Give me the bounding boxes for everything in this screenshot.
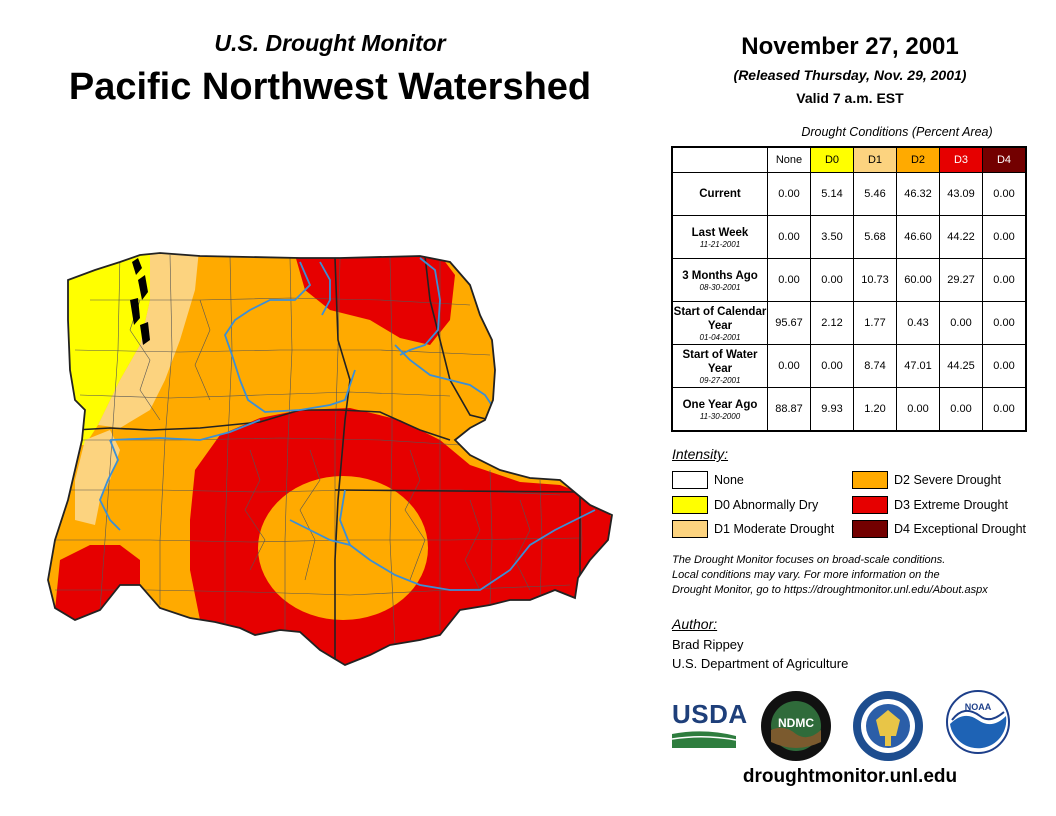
table-row: One Year Ago 11-30-2000 88.87 9.93 1.20 0… xyxy=(671,387,1027,432)
legend-swatch xyxy=(852,496,888,514)
table-cell: 46.32 xyxy=(896,172,940,216)
map-date: November 27, 2001 xyxy=(741,33,959,60)
state-boundaries xyxy=(74,255,581,665)
table-cell: 0.00 xyxy=(810,344,854,388)
col-header-d3: D3 xyxy=(939,146,983,173)
table-cell: 1.77 xyxy=(853,301,897,345)
ndmc-logo: NDMC xyxy=(761,691,831,761)
usda-logo: USDA xyxy=(672,699,748,729)
table-cell: 46.60 xyxy=(896,215,940,259)
table-cell: 0.00 xyxy=(982,387,1027,432)
col-header-none: None xyxy=(767,146,811,173)
row-label: Current xyxy=(671,172,768,216)
table-caption: Drought Conditions (Percent Area) xyxy=(801,125,993,139)
commerce-seal-icon xyxy=(853,691,923,761)
legend-swatch xyxy=(672,520,708,538)
legend-label: Intensity: xyxy=(672,446,729,462)
table-cell: 0.00 xyxy=(982,344,1027,388)
col-header-d4: D4 xyxy=(982,146,1027,173)
table-cell: 0.00 xyxy=(982,215,1027,259)
drought-stats-table: None D0 D1 D2 D3 D4 Current 0.00 5.14 5.… xyxy=(671,146,1027,432)
table-cell: 2.12 xyxy=(810,301,854,345)
table-cell: 95.67 xyxy=(767,301,811,345)
legend-swatch xyxy=(672,496,708,514)
table-cell: 5.14 xyxy=(810,172,854,216)
legend-swatch xyxy=(852,471,888,489)
table-row: Start of Calendar Year 01-04-2001 95.67 2… xyxy=(671,301,1027,345)
row-label: 3 Months Ago 08-30-2001 xyxy=(671,258,768,302)
table-cell: 0.00 xyxy=(767,344,811,388)
ndmc-logo-text: NDMC xyxy=(778,716,814,730)
map-subtitle: U.S. Drought Monitor xyxy=(214,30,446,56)
row-label: One Year Ago 11-30-2000 xyxy=(671,387,768,432)
col-header-d2: D2 xyxy=(896,146,940,173)
legend-item-none: None xyxy=(672,471,744,489)
table-cell: 0.00 xyxy=(767,215,811,259)
drought-map xyxy=(47,252,613,666)
disclaimer-note: The Drought Monitor focuses on broad-sca… xyxy=(672,554,988,596)
legend-item-d4: D4 Exceptional Drought xyxy=(852,520,1026,538)
table-cell: 0.00 xyxy=(939,301,983,345)
legend-item-d2: D2 Severe Drought xyxy=(852,471,1001,489)
noaa-logo: NOAA xyxy=(946,690,1010,754)
table-cell: 1.20 xyxy=(853,387,897,432)
col-header-d1: D1 xyxy=(853,146,897,173)
table-cell: 60.00 xyxy=(896,258,940,302)
table-cell: 3.50 xyxy=(810,215,854,259)
d1-area-coast xyxy=(75,430,120,525)
valid-time: Valid 7 a.m. EST xyxy=(796,90,904,106)
release-date: (Released Thursday, Nov. 29, 2001) xyxy=(733,67,967,83)
author-label: Author: xyxy=(672,616,718,632)
row-label: Last Week 11-21-2001 xyxy=(671,215,768,259)
table-row: Current 0.00 5.14 5.46 46.32 43.09 0.00 xyxy=(671,172,1027,216)
map-title: Pacific Northwest Watershed xyxy=(68,66,592,108)
table-header-row: None D0 D1 D2 D3 D4 xyxy=(672,146,1027,173)
table-cell: 8.74 xyxy=(853,344,897,388)
rivers xyxy=(99,257,596,591)
d3-area-southwest xyxy=(55,545,140,625)
table-cell: 10.73 xyxy=(853,258,897,302)
table-cell: 29.27 xyxy=(939,258,983,302)
legend-item-d3: D3 Extreme Drought xyxy=(852,496,1008,514)
legend-item-d1: D1 Moderate Drought xyxy=(672,520,834,538)
county-lines xyxy=(55,254,583,665)
author-name: Brad Rippey xyxy=(672,637,744,652)
table-cell: 0.00 xyxy=(810,258,854,302)
row-label: Start of Calendar Year 01-04-2001 xyxy=(671,301,768,345)
d2-area-oval xyxy=(258,476,428,620)
table-corner xyxy=(672,147,768,173)
table-cell: 9.93 xyxy=(810,387,854,432)
table-cell: 0.00 xyxy=(939,387,983,432)
col-header-d0: D0 xyxy=(810,146,854,173)
table-cell: 0.43 xyxy=(896,301,940,345)
website-url[interactable]: droughtmonitor.unl.edu xyxy=(742,766,958,787)
legend-swatch xyxy=(852,520,888,538)
table-row: 3 Months Ago 08-30-2001 0.00 0.00 10.73 6… xyxy=(671,258,1027,302)
table-cell: 0.00 xyxy=(982,301,1027,345)
table-cell: 44.22 xyxy=(939,215,983,259)
table-row: Last Week 11-21-2001 0.00 3.50 5.68 46.60… xyxy=(671,215,1027,259)
row-label: Start of Water Year 09-27-2001 xyxy=(671,344,768,388)
puget-sound-islands xyxy=(130,258,150,345)
table-cell: 0.00 xyxy=(982,258,1027,302)
table-cell: 0.00 xyxy=(896,387,940,432)
table-cell: 43.09 xyxy=(939,172,983,216)
table-cell: 0.00 xyxy=(982,172,1027,216)
table-cell: 0.00 xyxy=(767,258,811,302)
table-cell: 88.87 xyxy=(767,387,811,432)
table-cell: 47.01 xyxy=(896,344,940,388)
table-cell: 44.25 xyxy=(939,344,983,388)
legend-swatch xyxy=(672,471,708,489)
legend-item-d0: D0 Abnormally Dry xyxy=(672,496,818,514)
noaa-logo-text: NOAA xyxy=(965,702,992,712)
table-cell: 0.00 xyxy=(767,172,811,216)
table-cell: 5.46 xyxy=(853,172,897,216)
table-row: Start of Water Year 09-27-2001 0.00 0.00 … xyxy=(671,344,1027,388)
author-org: U.S. Department of Agriculture xyxy=(672,656,849,671)
usda-swoosh-icon xyxy=(672,731,736,748)
table-cell: 5.68 xyxy=(853,215,897,259)
